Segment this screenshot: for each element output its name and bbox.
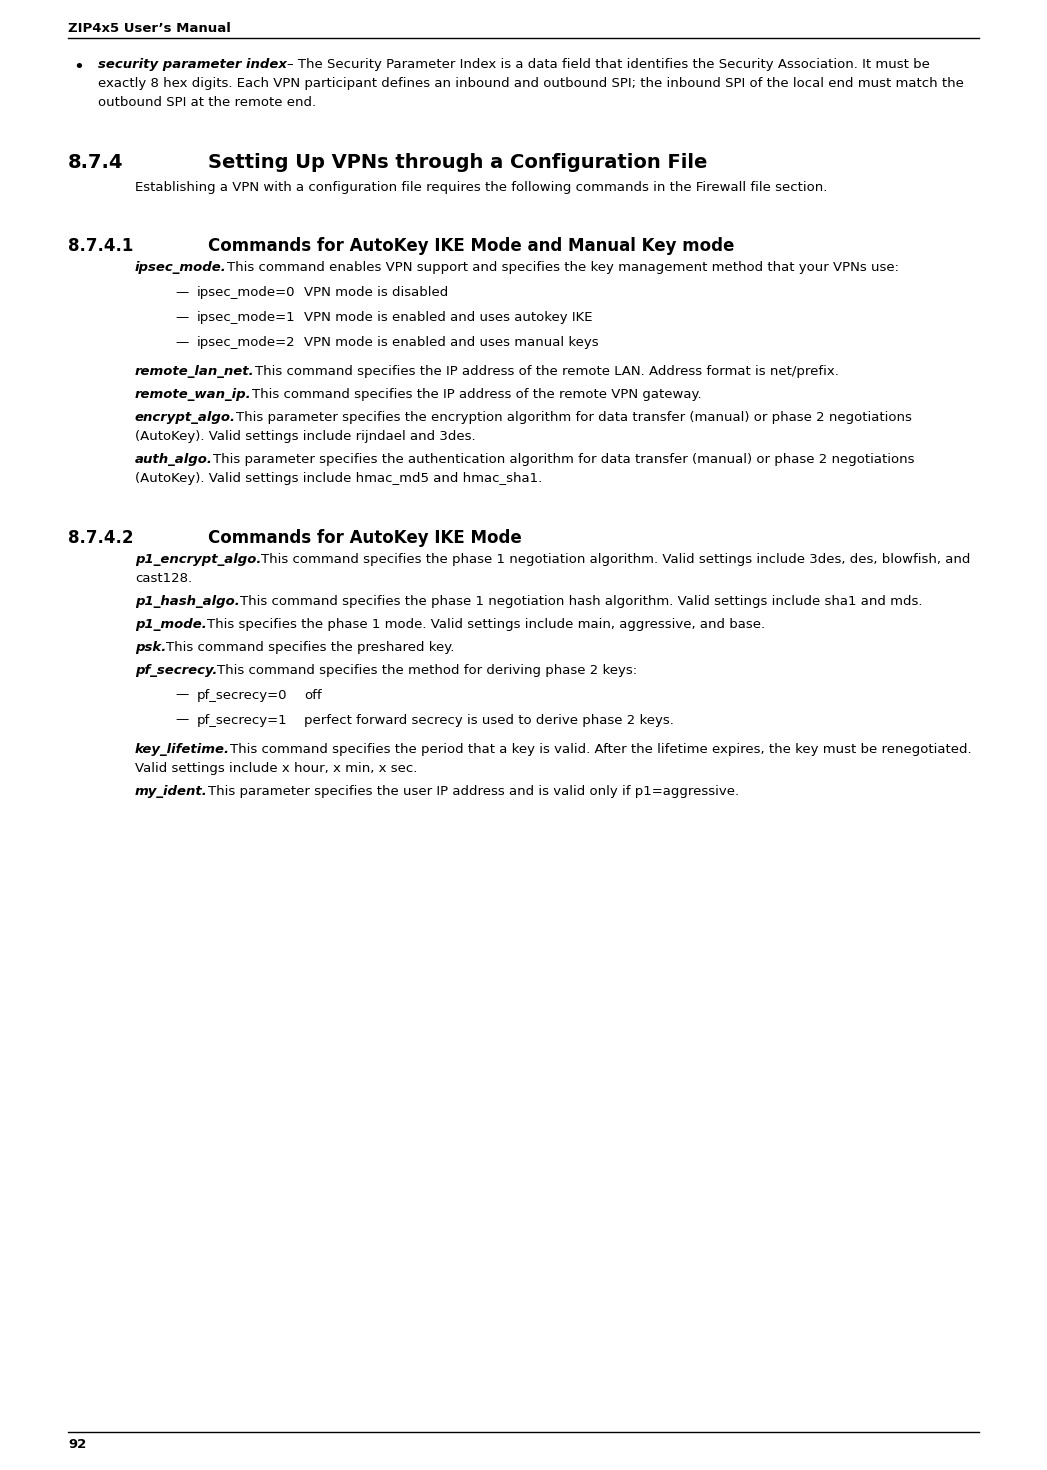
Text: This command specifies the phase 1 negotiation algorithm. Valid settings include: This command specifies the phase 1 negot… [262, 553, 971, 566]
Text: ZIP4x5 User’s Manual: ZIP4x5 User’s Manual [68, 22, 231, 35]
Text: key_lifetime.: key_lifetime. [135, 742, 230, 756]
Text: pf_secrecy=0: pf_secrecy=0 [197, 688, 287, 701]
Text: 8.7.4.1: 8.7.4.1 [68, 237, 133, 254]
Text: This command enables VPN support and specifies the key management method that yo: This command enables VPN support and spe… [227, 262, 898, 273]
Text: This command specifies the period that a key is valid. After the lifetime expire: This command specifies the period that a… [230, 742, 972, 756]
Text: Commands for AutoKey IKE Mode and Manual Key mode: Commands for AutoKey IKE Mode and Manual… [208, 237, 734, 254]
Text: encrypt_algo.: encrypt_algo. [135, 412, 236, 423]
Text: 8.7.4: 8.7.4 [68, 153, 124, 172]
Text: This parameter specifies the user IP address and is valid only if p1=aggressive.: This parameter specifies the user IP add… [207, 785, 739, 798]
Text: •: • [73, 57, 84, 76]
Text: (AutoKey). Valid settings include hmac_md5 and hmac_sha1.: (AutoKey). Valid settings include hmac_m… [135, 472, 542, 485]
Text: p1_mode.: p1_mode. [135, 617, 206, 631]
Text: Establishing a VPN with a configuration file requires the following commands in : Establishing a VPN with a configuration … [135, 181, 827, 194]
Text: This command specifies the method for deriving phase 2 keys:: This command specifies the method for de… [218, 663, 638, 676]
Text: ipsec_mode.: ipsec_mode. [135, 262, 227, 273]
Text: —: — [175, 688, 188, 701]
Text: 92: 92 [68, 1438, 86, 1451]
Text: This command specifies the IP address of the remote VPN gateway.: This command specifies the IP address of… [251, 388, 701, 401]
Text: pf_secrecy.: pf_secrecy. [135, 663, 218, 676]
Text: Commands for AutoKey IKE Mode: Commands for AutoKey IKE Mode [208, 529, 521, 547]
Text: Setting Up VPNs through a Configuration File: Setting Up VPNs through a Configuration … [208, 153, 708, 172]
Text: off: off [305, 688, 321, 701]
Text: ipsec_mode=1: ipsec_mode=1 [197, 312, 295, 323]
Text: cast128.: cast128. [135, 572, 193, 585]
Text: remote_lan_net.: remote_lan_net. [135, 365, 254, 378]
Text: (AutoKey). Valid settings include rijndael and 3des.: (AutoKey). Valid settings include rijnda… [135, 431, 475, 442]
Text: —: — [175, 312, 188, 323]
Text: 8.7.4.2: 8.7.4.2 [68, 529, 134, 547]
Text: ipsec_mode=2: ipsec_mode=2 [197, 337, 295, 348]
Text: This command specifies the preshared key.: This command specifies the preshared key… [166, 641, 454, 654]
Text: This command specifies the phase 1 negotiation hash algorithm. Valid settings in: This command specifies the phase 1 negot… [240, 594, 922, 607]
Text: Valid settings include x hour, x min, x sec.: Valid settings include x hour, x min, x … [135, 761, 418, 775]
Text: security parameter index: security parameter index [98, 57, 287, 71]
Text: remote_wan_ip.: remote_wan_ip. [135, 388, 251, 401]
Text: – The Security Parameter Index is a data field that identifies the Security Asso: – The Security Parameter Index is a data… [287, 57, 930, 71]
Text: —: — [175, 287, 188, 298]
Text: perfect forward secrecy is used to derive phase 2 keys.: perfect forward secrecy is used to deriv… [305, 713, 674, 726]
Text: —: — [175, 337, 188, 348]
Text: VPN mode is enabled and uses autokey IKE: VPN mode is enabled and uses autokey IKE [304, 312, 593, 323]
Text: This parameter specifies the authentication algorithm for data transfer (manual): This parameter specifies the authenticat… [213, 453, 914, 466]
Text: This parameter specifies the encryption algorithm for data transfer (manual) or : This parameter specifies the encryption … [236, 412, 912, 423]
Text: VPN mode is enabled and uses manual keys: VPN mode is enabled and uses manual keys [304, 337, 599, 348]
Text: exactly 8 hex digits. Each VPN participant defines an inbound and outbound SPI; : exactly 8 hex digits. Each VPN participa… [98, 76, 964, 90]
Text: p1_hash_algo.: p1_hash_algo. [135, 594, 240, 607]
Text: ipsec_mode=0: ipsec_mode=0 [197, 287, 295, 298]
Text: my_ident.: my_ident. [135, 785, 207, 798]
Text: This command specifies the IP address of the remote LAN. Address format is net/p: This command specifies the IP address of… [254, 365, 839, 378]
Text: VPN mode is disabled: VPN mode is disabled [304, 287, 448, 298]
Text: pf_secrecy=1: pf_secrecy=1 [197, 713, 287, 726]
Text: —: — [175, 713, 188, 726]
Text: auth_algo.: auth_algo. [135, 453, 213, 466]
Text: psk.: psk. [135, 641, 166, 654]
Text: This specifies the phase 1 mode. Valid settings include main, aggressive, and ba: This specifies the phase 1 mode. Valid s… [206, 617, 765, 631]
Text: p1_encrypt_algo.: p1_encrypt_algo. [135, 553, 262, 566]
Text: outbound SPI at the remote end.: outbound SPI at the remote end. [98, 96, 316, 109]
